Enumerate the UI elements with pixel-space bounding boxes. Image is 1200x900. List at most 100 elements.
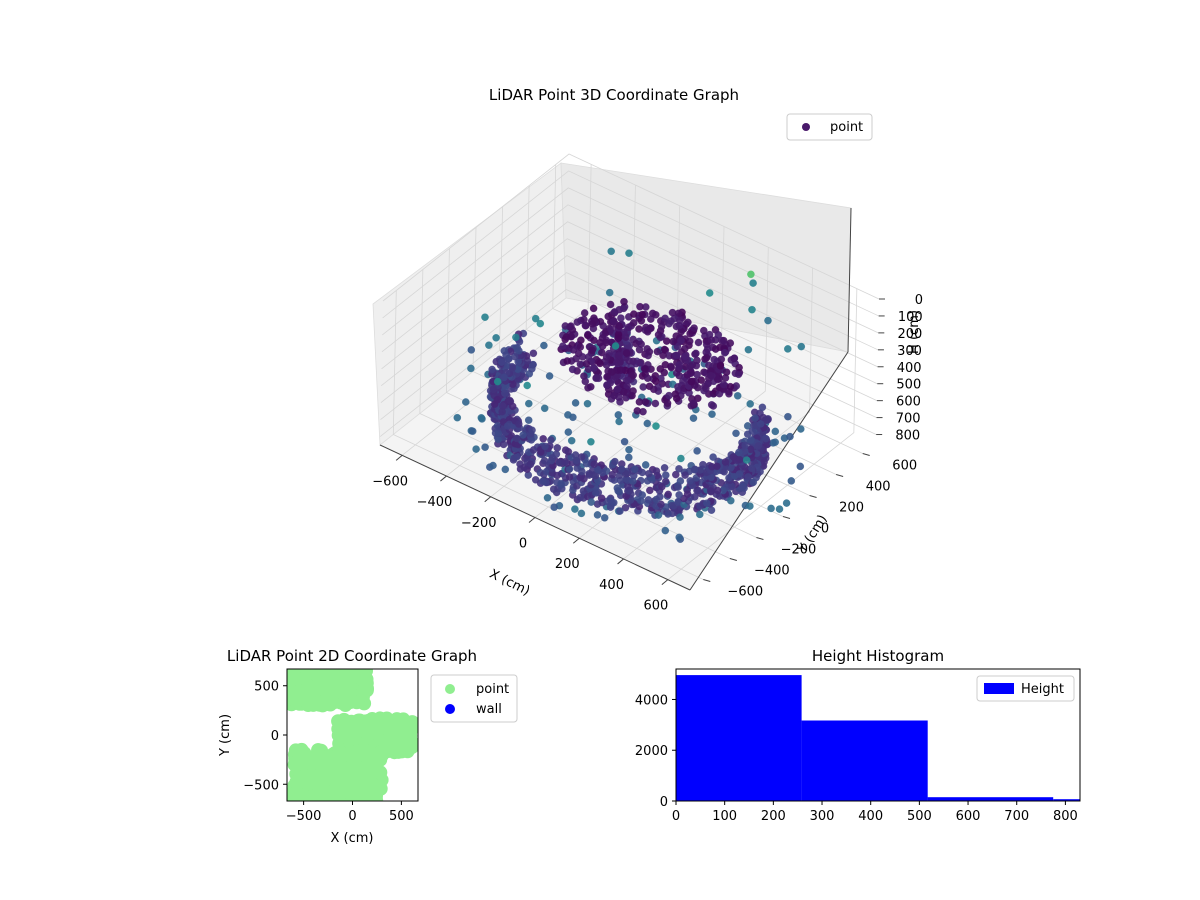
point-3d	[620, 437, 629, 446]
point-3d	[540, 404, 549, 413]
legend-2d-marker-wall	[445, 704, 455, 714]
point-3d	[726, 339, 735, 347]
point-3d	[562, 333, 571, 341]
z-axis-ticks: 0 100 200 300 400 500 600 700 800	[876, 293, 923, 444]
point-3d	[629, 319, 638, 327]
point-3d	[493, 395, 502, 404]
point-3d	[744, 345, 753, 354]
point-3d	[675, 533, 684, 542]
point-3d	[677, 454, 685, 463]
point-3d	[706, 371, 715, 380]
point-3d	[514, 420, 523, 428]
point-3d	[501, 465, 510, 474]
point-3d	[624, 323, 633, 332]
point-3d	[512, 333, 520, 342]
legend-histogram-label: Height	[1021, 682, 1064, 697]
z-tick-label: 300	[897, 344, 922, 359]
point-3d	[477, 413, 486, 422]
point-3d	[717, 355, 726, 364]
point-3d	[615, 322, 624, 330]
point-3d	[729, 453, 738, 461]
grid-line-z	[380, 272, 877, 420]
x-tick-label-histogram: 300	[810, 809, 835, 824]
point-2d	[334, 749, 349, 764]
point-3d	[611, 373, 620, 381]
point-3d	[746, 400, 755, 408]
point-3d	[610, 391, 618, 400]
point-3d	[553, 444, 562, 452]
point-3d	[660, 463, 669, 472]
point-3d	[564, 428, 573, 436]
point-3d	[493, 377, 502, 386]
point-3d	[540, 341, 548, 350]
point-3d	[584, 383, 592, 392]
point-2d	[348, 726, 363, 741]
point-3d	[681, 471, 689, 479]
y-tick-label: 400	[866, 480, 891, 495]
point-3d	[567, 436, 576, 445]
point-3d	[635, 325, 643, 333]
chart-3d-title: LiDAR Point 3D Coordinate Graph	[489, 86, 739, 104]
point-3d	[587, 498, 596, 506]
x-tick-mark	[440, 475, 447, 482]
point-3d	[638, 491, 647, 499]
point-3d	[643, 374, 652, 383]
point-2d	[297, 671, 312, 686]
point-2d	[356, 684, 371, 699]
point-3d	[751, 414, 759, 422]
point-3d	[641, 365, 649, 373]
point-3d	[697, 376, 706, 384]
point-3d	[629, 371, 638, 380]
point-3d	[786, 432, 794, 441]
point-3d	[635, 359, 644, 367]
point-3d	[775, 505, 784, 513]
point-3d	[604, 312, 613, 321]
point-3d	[661, 360, 670, 369]
legend-2d-label-point: point	[476, 682, 509, 697]
point-3d	[605, 288, 614, 297]
point-3d	[549, 485, 558, 494]
point-3d	[735, 470, 744, 478]
point-3d	[488, 365, 496, 374]
point-3d	[664, 510, 672, 518]
point-3d	[637, 340, 646, 348]
point-3d	[497, 358, 506, 367]
point-3d	[577, 509, 586, 518]
point-3d	[684, 318, 692, 327]
point-3d	[611, 342, 620, 350]
x-tick-label-histogram: 100	[712, 809, 737, 824]
x-tick-mark	[528, 517, 536, 523]
point-3d	[675, 491, 683, 499]
point-2d	[372, 746, 387, 761]
point-3d	[512, 434, 521, 443]
point-3d	[687, 377, 696, 386]
point-3d	[656, 365, 665, 373]
point-2d	[360, 747, 375, 762]
point-3d	[519, 431, 527, 439]
point-3d	[708, 410, 716, 419]
point-3d	[734, 370, 743, 379]
point-2d	[345, 759, 360, 774]
legend-3d-frame	[786, 113, 873, 141]
plot-frame-histogram	[675, 668, 1081, 802]
x-tick-mark	[661, 579, 669, 586]
point-3d	[754, 442, 763, 450]
point-3d	[552, 450, 561, 459]
x-tick-label-histogram: 0	[672, 809, 680, 824]
point-2d	[317, 697, 332, 712]
point-3d	[692, 349, 700, 358]
y-tick-label-2d: 0	[271, 729, 279, 744]
point-3d	[616, 366, 625, 374]
point-3d	[578, 353, 587, 361]
grid-line-z	[381, 204, 879, 353]
point-3d	[694, 338, 703, 347]
point-3d	[621, 503, 630, 512]
point-3d	[787, 477, 796, 485]
chart-3d: LiDAR Point 3D Coordinate Graph −600 −400…	[372, 86, 923, 614]
point-3d	[577, 336, 585, 345]
point-3d	[676, 513, 684, 521]
point-3d	[686, 476, 695, 485]
point-2d	[391, 723, 406, 738]
point-3d	[508, 402, 517, 411]
point-2d	[328, 760, 343, 775]
